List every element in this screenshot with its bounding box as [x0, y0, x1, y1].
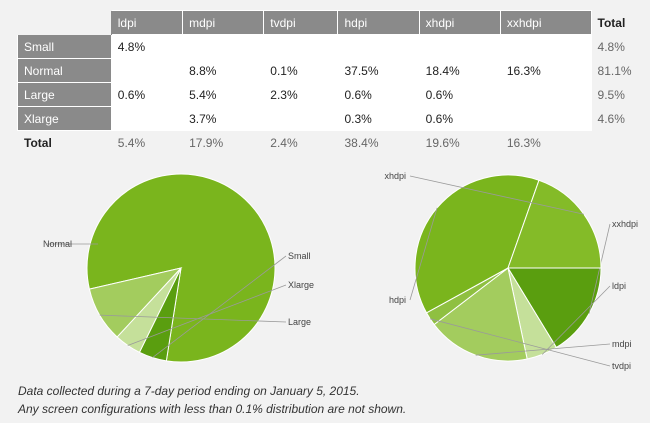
row-total: 9.5% — [597, 87, 625, 102]
column-total: 17.9% — [189, 135, 224, 150]
total-column-header: Total — [597, 15, 626, 30]
row-total: 4.8% — [597, 39, 625, 54]
table-row: Small 4.8% 4.8% — [17, 34, 650, 59]
column-header: xhdpi — [418, 10, 501, 35]
table-cell: 3.7% — [182, 106, 265, 131]
leader-line-xhdpi — [409, 175, 585, 215]
table-cell: 0.6% — [110, 82, 184, 107]
table-row: Normal 8.8% 0.1% 37.5% 18.4% 16.3% 81.1% — [17, 58, 650, 83]
row-total: 81.1% — [597, 63, 632, 78]
table-cell: 37.5% — [337, 58, 420, 83]
table-cell — [263, 106, 339, 131]
table-cell — [182, 34, 265, 59]
table-cell: 8.8% — [182, 58, 265, 83]
leader-line-small — [152, 255, 287, 358]
table-cell: 0.6% — [418, 82, 501, 107]
column-total: 16.3% — [506, 135, 541, 150]
row-header: Xlarge — [17, 106, 112, 131]
totals-row: Total 5.4% 17.9% 2.4% 38.4% 19.6% 16.3% — [18, 131, 650, 155]
leader-line-mdpi — [475, 343, 611, 356]
slice-label-large: Large — [288, 317, 311, 327]
leader-line-tvdpi — [430, 318, 611, 367]
footnote-line-2: Any screen configurations with less than… — [18, 402, 407, 416]
slice-label-xxhdpi: xxhdpi — [612, 219, 638, 229]
row-header: Normal — [17, 58, 112, 83]
table-cell — [110, 106, 184, 131]
column-total: 19.6% — [425, 135, 460, 150]
column-total: 2.4% — [270, 135, 298, 150]
table-cell — [418, 34, 501, 59]
table-cell — [499, 106, 592, 131]
totals-row-label: Total — [24, 135, 52, 150]
table-header-row: ldpi mdpi tvdpi hdpi xhdpi xxhdpi Total — [18, 10, 650, 35]
screen-density-pie-chart: xxhdpi ldpi mdpi tvdpi hdpi xhdpi — [384, 171, 638, 371]
leader-line-large — [99, 314, 287, 323]
column-total: 38.4% — [344, 135, 379, 150]
table-cell — [499, 34, 592, 59]
leader-line-xxhdpi — [588, 223, 611, 314]
slice-label-tvdpi: tvdpi — [612, 361, 631, 371]
column-total: 5.4% — [117, 135, 146, 150]
slice-label-mdpi: mdpi — [612, 339, 632, 349]
table-cell — [263, 34, 339, 59]
slice-label-xlarge: Xlarge — [288, 280, 314, 290]
footnote-line-1: Data collected during a 7-day period end… — [18, 384, 360, 398]
table-row: Large 0.6% 5.4% 2.3% 0.6% 0.6% 9.5% — [17, 82, 650, 107]
pie-slice-xxhdpi — [507, 267, 602, 349]
slice-label-ldpi: ldpi — [612, 281, 626, 291]
table-cell — [110, 58, 184, 83]
table-cell: 0.3% — [337, 106, 420, 131]
leader-line-hdpi — [409, 207, 438, 301]
slice-label-normal: Normal — [43, 239, 72, 249]
row-header: Small — [17, 34, 112, 59]
table-row: Xlarge 3.7% 0.3% 0.6% 4.6% — [17, 106, 650, 131]
table-cell: 4.8% — [110, 34, 184, 59]
column-header: ldpi — [110, 10, 184, 35]
table-cell: 0.6% — [418, 106, 501, 131]
column-header: xxhdpi — [499, 10, 592, 35]
table-cell: 2.3% — [263, 82, 339, 107]
pie-slice-normal — [86, 173, 276, 363]
screen-distribution-table: ldpi mdpi tvdpi hdpi xhdpi xxhdpi Total … — [17, 10, 650, 155]
slice-label-small: Small — [288, 251, 311, 261]
slice-label-xhdpi: xhdpi — [384, 171, 406, 181]
row-header: Large — [17, 82, 112, 107]
slice-label-hdpi: hdpi — [389, 295, 406, 305]
leader-line-ldpi — [541, 285, 611, 355]
leader-line-xlarge — [127, 284, 287, 346]
row-total: 4.6% — [597, 111, 625, 126]
table-cell — [499, 82, 592, 107]
screen-size-pie-chart: Normal Small Xlarge Large — [43, 173, 314, 363]
table-cell: 18.4% — [418, 58, 501, 83]
table-cell — [337, 34, 420, 59]
table-cell: 0.1% — [263, 58, 339, 83]
